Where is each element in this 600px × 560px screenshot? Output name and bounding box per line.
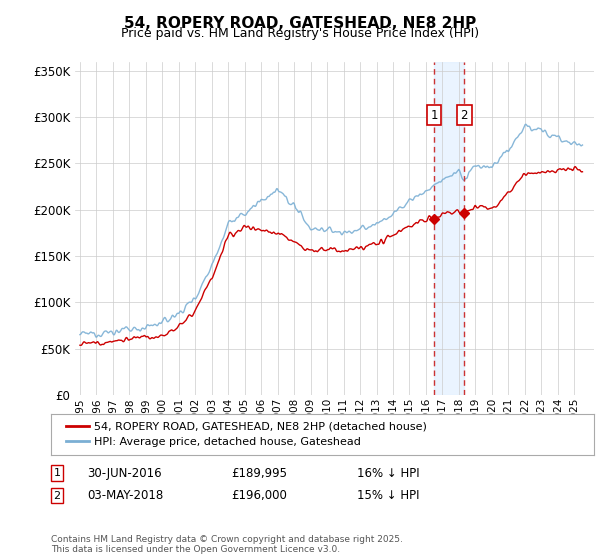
Legend: 54, ROPERY ROAD, GATESHEAD, NE8 2HP (detached house), HPI: Average price, detach: 54, ROPERY ROAD, GATESHEAD, NE8 2HP (det… xyxy=(62,417,431,452)
Text: 2: 2 xyxy=(53,491,61,501)
Text: Contains HM Land Registry data © Crown copyright and database right 2025.
This d: Contains HM Land Registry data © Crown c… xyxy=(51,535,403,554)
Text: 2: 2 xyxy=(461,109,468,122)
Text: 1: 1 xyxy=(430,109,438,122)
Bar xyxy=(434,62,464,395)
Text: 30-JUN-2016: 30-JUN-2016 xyxy=(87,466,161,480)
Text: 03-MAY-2018: 03-MAY-2018 xyxy=(87,489,163,502)
Text: £196,000: £196,000 xyxy=(231,489,287,502)
Text: 54, ROPERY ROAD, GATESHEAD, NE8 2HP: 54, ROPERY ROAD, GATESHEAD, NE8 2HP xyxy=(124,16,476,31)
Text: £189,995: £189,995 xyxy=(231,466,287,480)
Text: 16% ↓ HPI: 16% ↓ HPI xyxy=(357,466,419,480)
Text: 1: 1 xyxy=(53,468,61,478)
Text: Price paid vs. HM Land Registry's House Price Index (HPI): Price paid vs. HM Land Registry's House … xyxy=(121,27,479,40)
Text: 15% ↓ HPI: 15% ↓ HPI xyxy=(357,489,419,502)
